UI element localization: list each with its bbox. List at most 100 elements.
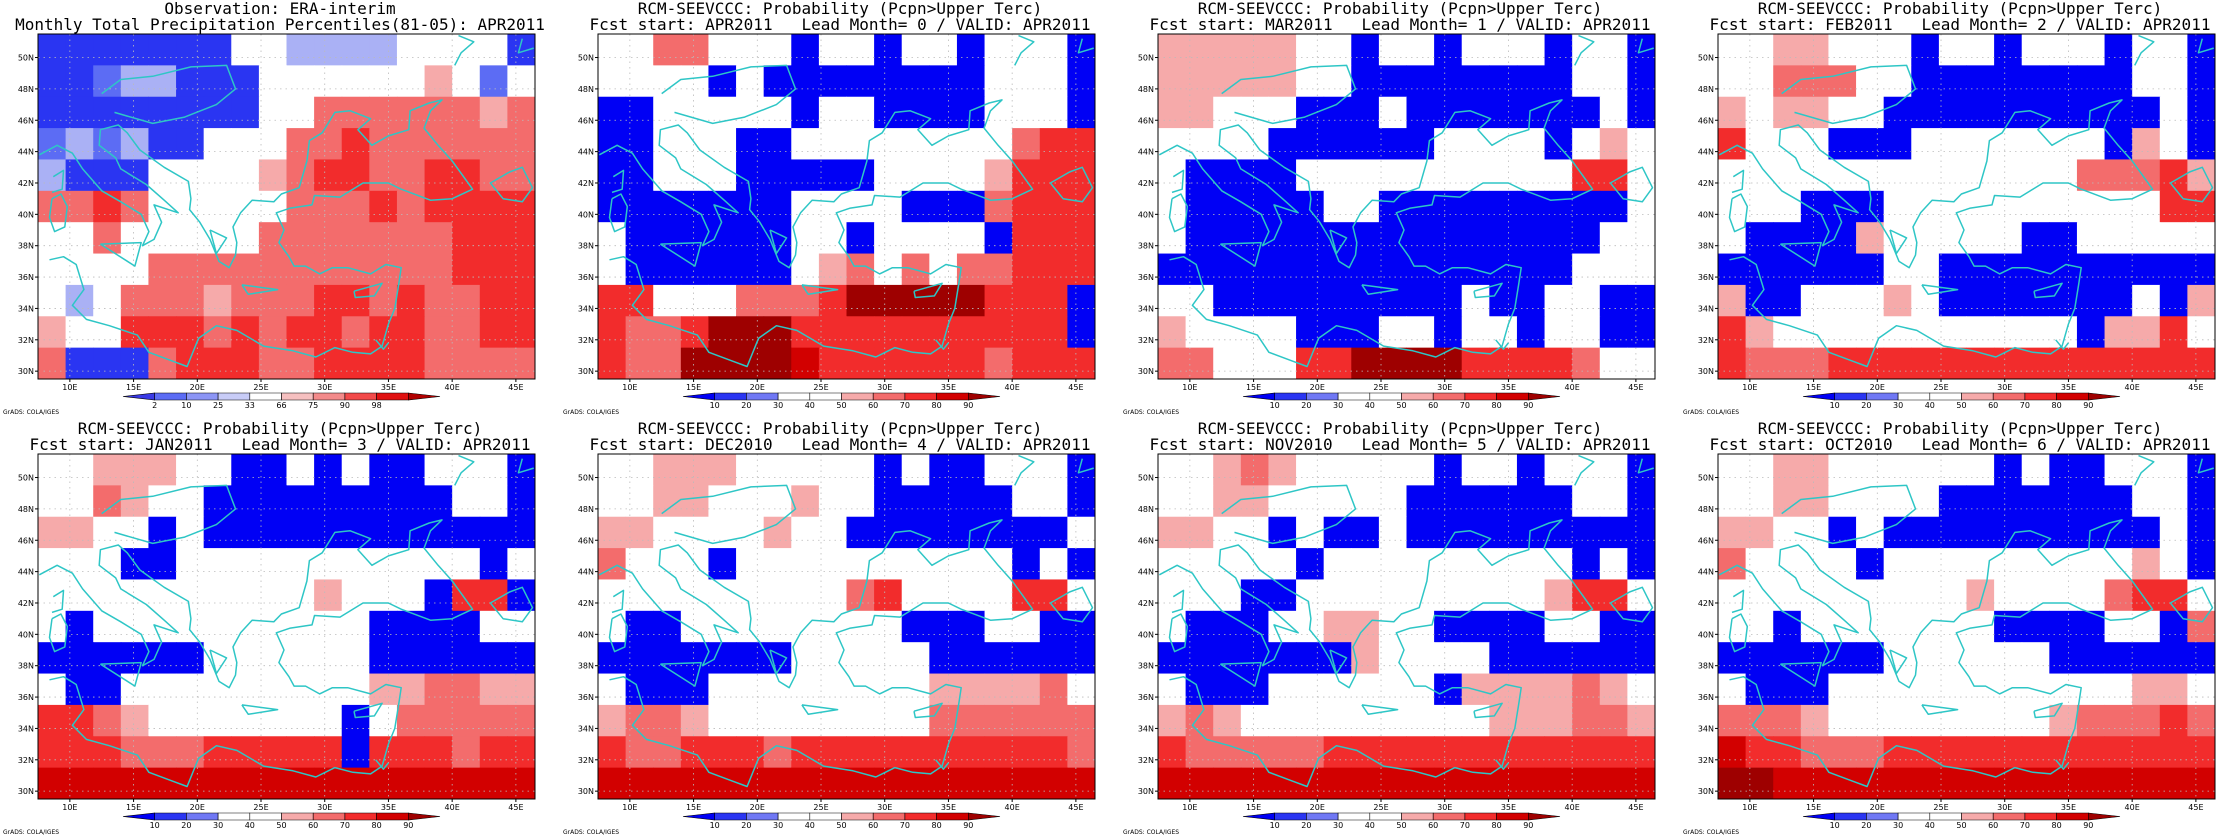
colorbar-swatch xyxy=(312,392,346,401)
grid-cell xyxy=(1994,222,2023,255)
lon-tick-label: 30E xyxy=(1437,803,1452,812)
lat-tick-label: 32N xyxy=(1698,756,1714,765)
grid-cell xyxy=(93,316,122,349)
grid-cell xyxy=(286,485,315,518)
grid-cell xyxy=(65,190,94,223)
lat-tick-label: 34N xyxy=(1698,724,1714,733)
grid-cell xyxy=(479,548,508,580)
grid-cell xyxy=(1828,767,1857,800)
grid-cell xyxy=(479,610,508,643)
coastline xyxy=(661,64,797,125)
colorbar-swatch xyxy=(186,812,219,821)
lat-tick-label: 30N xyxy=(578,367,594,376)
coastline xyxy=(1779,661,1822,687)
grid-cell xyxy=(1773,65,1802,98)
grid-cell xyxy=(258,610,287,643)
grid-cell xyxy=(984,347,1013,380)
lon-tick-label: 40E xyxy=(1005,803,1020,812)
colorbar-label: 10 xyxy=(1830,821,1840,830)
grid-cell xyxy=(120,347,149,380)
colorbar-swatch xyxy=(281,392,314,401)
lat-tick-label: 32N xyxy=(578,336,594,345)
coastline xyxy=(611,169,625,194)
grid-cell xyxy=(2049,673,2078,706)
grid-cell xyxy=(2187,673,2216,706)
grid-cell xyxy=(1351,316,1380,349)
coastlines xyxy=(598,34,1094,368)
grid-cell xyxy=(286,159,315,192)
grid-cell xyxy=(818,516,847,549)
grid-cell xyxy=(1268,128,1297,160)
grid-cell xyxy=(176,579,205,612)
coastlines xyxy=(38,34,534,368)
grid-cell xyxy=(680,767,709,800)
lat-tick-label: 48N xyxy=(18,85,34,94)
lat-tick-label: 38N xyxy=(1698,662,1714,671)
grid-cell xyxy=(369,253,398,286)
grid-cell xyxy=(1158,548,1187,580)
grid-cell xyxy=(396,485,426,518)
grid-cell xyxy=(1489,65,1518,98)
coastline xyxy=(608,613,629,653)
grid-cell xyxy=(763,190,792,223)
grid-cell xyxy=(1572,767,1601,800)
grid-cell xyxy=(598,673,627,706)
grid-cell xyxy=(1067,485,1096,518)
grid-cell xyxy=(2049,222,2078,255)
colorbar-swatch xyxy=(344,392,377,401)
grid-cell xyxy=(1599,253,1628,286)
grid-cell xyxy=(625,347,654,380)
lon-tick-label: 25E xyxy=(1373,803,1388,812)
grid-cell xyxy=(1828,128,1857,160)
grid-cell xyxy=(929,222,958,255)
grid-cell xyxy=(2076,610,2106,643)
lat-tick-label: 48N xyxy=(578,85,594,94)
lat-tick-label: 40N xyxy=(18,630,34,639)
grid-cell xyxy=(1828,284,1857,317)
grid-cell xyxy=(763,159,792,192)
grid-cell xyxy=(1627,516,1656,549)
colorbar-label: 10 xyxy=(1270,821,1280,830)
grid-cell xyxy=(341,454,370,486)
grid-cell xyxy=(1185,96,1214,129)
colorbar-label: 30 xyxy=(1893,401,1903,410)
grid-cell xyxy=(1883,128,1912,160)
grid-cell xyxy=(1378,316,1407,349)
grid-cell xyxy=(1627,485,1656,518)
grid-cell xyxy=(598,316,627,349)
colorbar-label: 40 xyxy=(1925,821,1935,830)
grid-cell xyxy=(1434,767,1463,800)
lat-tick-label: 34N xyxy=(18,304,34,313)
grid-cell xyxy=(874,704,903,737)
grid-cell xyxy=(2104,579,2133,612)
grid-cell xyxy=(1718,159,1747,192)
grid-cell xyxy=(1938,673,1967,706)
grads-credit: GrADS: COLA/IGES xyxy=(1123,829,1179,836)
grid-cell xyxy=(1599,516,1628,549)
grid-cell xyxy=(1883,610,1912,643)
grid-cell xyxy=(1544,610,1573,643)
grid-cell xyxy=(2049,767,2078,800)
grid-cell xyxy=(314,34,343,66)
map-panel-lead3: RCM-SEEVCCC: Probability (Pcpn>Upper Ter… xyxy=(0,420,560,840)
grid-cell xyxy=(1268,253,1297,286)
grid-cell xyxy=(2159,548,2188,580)
grid-cell xyxy=(314,579,343,612)
grid-cell xyxy=(1516,548,1546,580)
grid-cell xyxy=(984,673,1013,706)
grid-cell xyxy=(625,222,654,255)
grid-cell xyxy=(1185,284,1214,317)
grid-cell xyxy=(2021,736,2050,769)
grid-cell xyxy=(1067,190,1096,223)
grid-cell xyxy=(176,65,205,98)
coastline xyxy=(489,586,534,623)
grid-cell xyxy=(1012,347,1041,380)
grid-cell xyxy=(1599,454,1628,486)
grid-cell xyxy=(901,159,930,192)
map-frame xyxy=(597,33,1096,380)
lon-tick-label: 40E xyxy=(1005,383,1020,392)
grid-cell xyxy=(1994,128,2023,160)
grid-cell xyxy=(2021,128,2050,160)
grid-cell xyxy=(1718,222,1747,255)
grid-cell xyxy=(956,128,986,160)
